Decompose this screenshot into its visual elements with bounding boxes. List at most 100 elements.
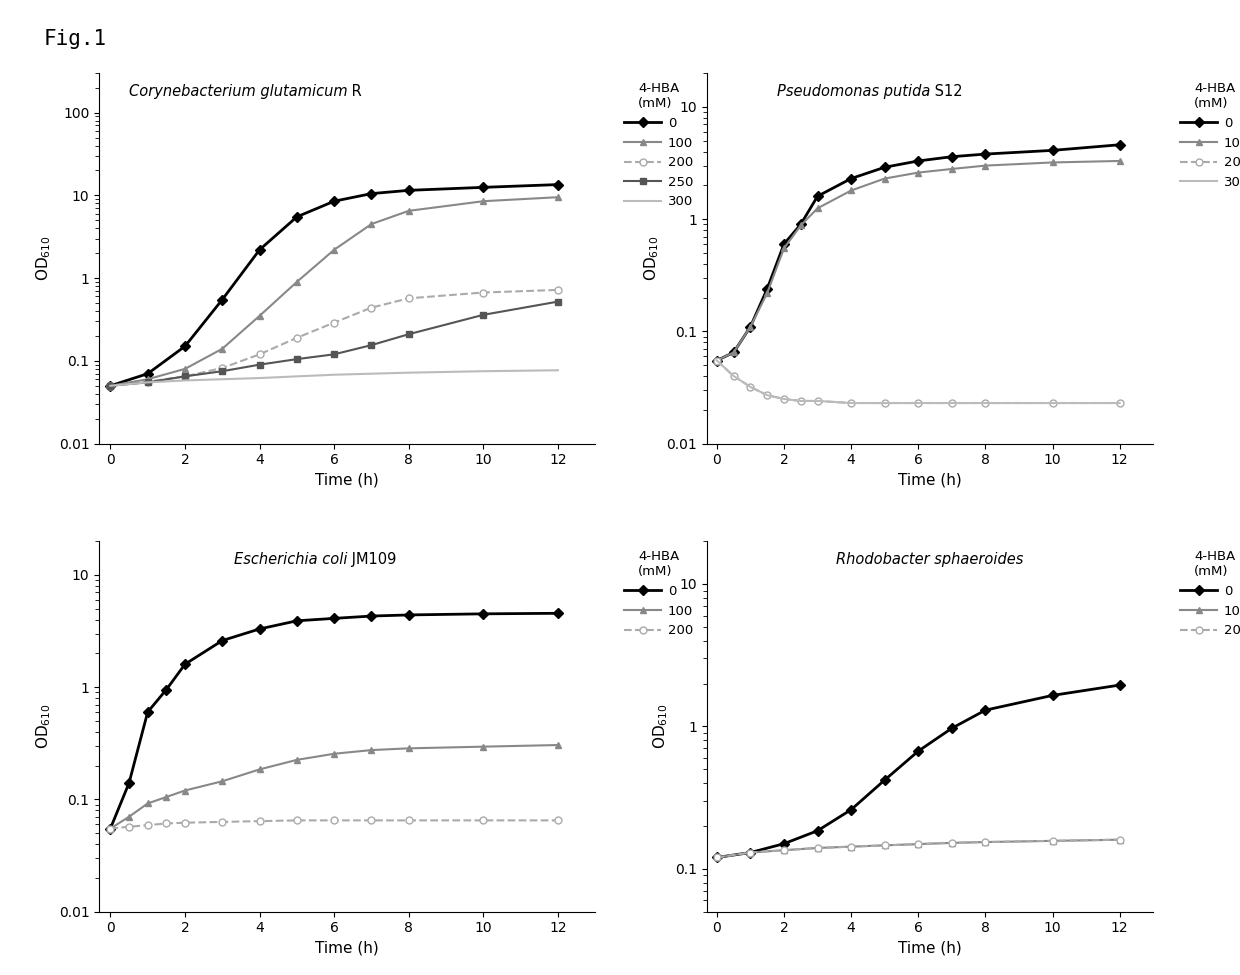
200 <box>215 362 229 373</box>
0 <box>122 777 136 789</box>
200 <box>843 397 858 409</box>
300 <box>794 395 808 407</box>
200 <box>1112 834 1127 845</box>
200 <box>760 389 775 401</box>
200 <box>402 814 417 826</box>
Text: Fig.1: Fig.1 <box>43 29 107 50</box>
0 <box>289 615 304 627</box>
100 <box>776 243 791 254</box>
300 <box>810 395 825 407</box>
0 <box>743 321 758 332</box>
0 <box>159 683 174 695</box>
Y-axis label: OD$_{610}$: OD$_{610}$ <box>35 704 53 749</box>
X-axis label: Time (h): Time (h) <box>898 941 962 956</box>
200 <box>877 397 892 409</box>
0 <box>252 244 267 255</box>
300 <box>1045 397 1060 409</box>
300 <box>402 367 417 378</box>
X-axis label: Time (h): Time (h) <box>315 473 379 488</box>
100 <box>877 839 892 851</box>
0 <box>402 609 417 621</box>
300 <box>776 393 791 405</box>
0 <box>140 368 155 379</box>
200 <box>743 846 758 858</box>
200 <box>365 814 379 826</box>
100 <box>760 287 775 298</box>
200 <box>177 370 192 382</box>
250 <box>252 359 267 370</box>
300 <box>743 381 758 393</box>
200 <box>140 375 155 387</box>
200 <box>1045 835 1060 846</box>
200 <box>877 839 892 851</box>
250 <box>289 353 304 365</box>
Y-axis label: OD$_{610}$: OD$_{610}$ <box>35 236 53 281</box>
200 <box>159 818 174 830</box>
100 <box>289 276 304 288</box>
100 <box>1112 834 1127 845</box>
200 <box>945 837 960 848</box>
200 <box>1112 397 1127 409</box>
100 <box>215 343 229 355</box>
100 <box>252 310 267 322</box>
0 <box>215 635 229 646</box>
300 <box>103 380 118 392</box>
200 <box>365 302 379 314</box>
Text: R: R <box>347 84 362 99</box>
0 <box>326 612 341 624</box>
Legend: 0, 100, 200, 300: 0, 100, 200, 300 <box>1178 80 1240 191</box>
100 <box>551 739 565 751</box>
0 <box>476 608 491 620</box>
100 <box>978 837 993 848</box>
Line: 0: 0 <box>107 609 562 832</box>
0 <box>365 610 379 622</box>
300 <box>365 368 379 379</box>
Line: 200: 200 <box>713 357 1123 407</box>
0 <box>177 658 192 670</box>
200 <box>743 381 758 393</box>
100 <box>776 844 791 856</box>
250 <box>177 370 192 382</box>
0 <box>877 162 892 174</box>
200 <box>776 844 791 856</box>
Legend: 0, 100, 200: 0, 100, 200 <box>621 548 696 640</box>
300 <box>140 376 155 388</box>
250 <box>551 295 565 307</box>
100 <box>810 203 825 214</box>
0 <box>215 293 229 305</box>
0 <box>978 704 993 716</box>
200 <box>1045 397 1060 409</box>
200 <box>326 814 341 826</box>
100 <box>877 173 892 184</box>
100 <box>289 754 304 765</box>
0 <box>103 380 118 392</box>
200 <box>709 355 724 367</box>
250 <box>103 380 118 392</box>
200 <box>103 823 118 835</box>
100 <box>365 218 379 230</box>
100 <box>978 160 993 172</box>
200 <box>252 815 267 827</box>
250 <box>215 366 229 377</box>
100 <box>177 785 192 797</box>
200 <box>215 816 229 828</box>
200 <box>911 838 926 850</box>
300 <box>911 397 926 409</box>
Y-axis label: OD$_{610}$: OD$_{610}$ <box>651 704 670 749</box>
100 <box>1045 835 1060 846</box>
Text: Rhodobacter sphaeroides: Rhodobacter sphaeroides <box>836 552 1024 567</box>
250 <box>476 309 491 321</box>
200 <box>794 395 808 407</box>
200 <box>551 284 565 295</box>
0 <box>709 355 724 367</box>
250 <box>326 348 341 360</box>
100 <box>1045 157 1060 169</box>
300 <box>177 374 192 386</box>
300 <box>843 397 858 409</box>
Line: 0: 0 <box>713 141 1123 364</box>
200 <box>289 814 304 826</box>
0 <box>978 148 993 160</box>
0 <box>476 181 491 193</box>
0 <box>911 745 926 757</box>
300 <box>476 366 491 377</box>
